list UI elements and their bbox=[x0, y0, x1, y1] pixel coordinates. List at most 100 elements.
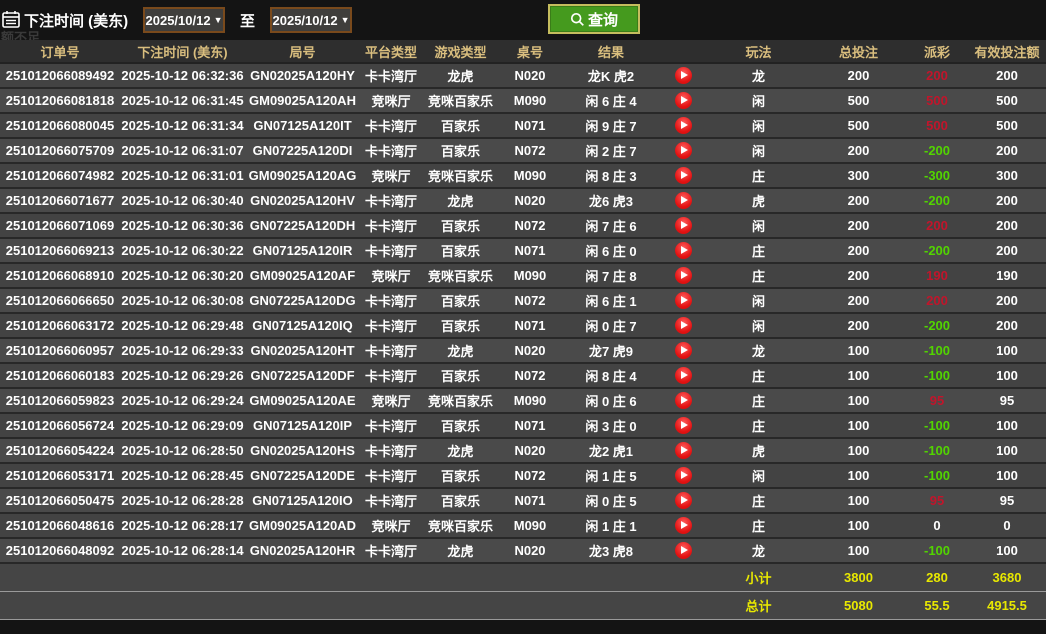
payout-cell: 0 bbox=[906, 513, 968, 539]
play-video-icon[interactable] bbox=[675, 92, 692, 110]
table-cell: N020 bbox=[499, 338, 561, 364]
play-video-icon[interactable] bbox=[675, 442, 692, 460]
play-video-icon[interactable] bbox=[675, 492, 692, 510]
valid-cell: 200 bbox=[968, 238, 1046, 264]
time-cell: 2025-10-12 06:30:08 bbox=[120, 288, 245, 314]
play-video-icon[interactable] bbox=[675, 417, 692, 435]
platform-cell: 卡卡湾厅 bbox=[360, 313, 422, 339]
round-cell: GN07125A120IT bbox=[245, 113, 360, 139]
page-title: 下注时间 (美东) bbox=[24, 13, 129, 30]
order-cell: 251012066071069 bbox=[0, 213, 120, 239]
play-video-icon[interactable] bbox=[675, 217, 692, 235]
play-video-icon[interactable] bbox=[675, 292, 692, 310]
round-cell: GN07225A120DG bbox=[245, 288, 360, 314]
total-spacer bbox=[0, 591, 706, 620]
date-to-picker[interactable]: 2025/10/12 ▼ bbox=[270, 7, 352, 33]
play-cell bbox=[661, 88, 706, 114]
result-cell: 闲 3 庄 0 bbox=[561, 413, 661, 439]
column-header-1: 下注时间 (美东) bbox=[120, 40, 245, 64]
play-video-icon[interactable] bbox=[675, 167, 692, 185]
game-cell: 百家乐 bbox=[422, 213, 499, 239]
play-video-icon[interactable] bbox=[675, 117, 692, 135]
payout-cell: 95 bbox=[906, 488, 968, 514]
total-total-bet: 5080 bbox=[811, 591, 906, 620]
subtotal-valid-bet: 3680 bbox=[968, 562, 1046, 592]
play-cell bbox=[661, 188, 706, 214]
subtotal-label: 小计 bbox=[706, 562, 811, 592]
payout-cell: 500 bbox=[906, 88, 968, 114]
round-cell: GN02025A120HV bbox=[245, 188, 360, 214]
play-cell bbox=[661, 413, 706, 439]
bet-cell: 闲 bbox=[706, 113, 811, 139]
play-video-icon[interactable] bbox=[675, 192, 692, 210]
game-cell: 竞咪百家乐 bbox=[422, 513, 499, 539]
total-cell: 100 bbox=[811, 388, 906, 414]
play-video-icon[interactable] bbox=[675, 342, 692, 360]
column-header-4: 游戏类型 bbox=[422, 40, 499, 64]
play-video-icon[interactable] bbox=[675, 542, 692, 560]
date-from-value: 2025/10/12 bbox=[145, 12, 211, 28]
dropdown-arrow-icon: ▼ bbox=[213, 15, 223, 25]
bet-cell: 庄 bbox=[706, 263, 811, 289]
table-row: 251012066060957 2025-10-12 06:29:33 GN0202… bbox=[0, 338, 1046, 364]
platform-cell: 卡卡湾厅 bbox=[360, 363, 422, 389]
table-cell: N071 bbox=[499, 413, 561, 439]
date-to-value: 2025/10/12 bbox=[272, 12, 338, 28]
valid-cell: 300 bbox=[968, 163, 1046, 189]
total-cell: 200 bbox=[811, 313, 906, 339]
play-video-icon[interactable] bbox=[675, 367, 692, 385]
order-cell: 251012066074982 bbox=[0, 163, 120, 189]
play-video-icon[interactable] bbox=[675, 67, 692, 85]
play-cell bbox=[661, 313, 706, 339]
total-cell: 500 bbox=[811, 113, 906, 139]
round-cell: GN02025A120HS bbox=[245, 438, 360, 464]
play-video-icon[interactable] bbox=[675, 142, 692, 160]
payout-cell: 500 bbox=[906, 113, 968, 139]
date-from-picker[interactable]: 2025/10/12 ▼ bbox=[143, 7, 225, 33]
platform-cell: 竞咪厅 bbox=[360, 263, 422, 289]
platform-cell: 卡卡湾厅 bbox=[360, 538, 422, 564]
valid-cell: 95 bbox=[968, 388, 1046, 414]
table-cell: N020 bbox=[499, 538, 561, 564]
to-label: 至 bbox=[240, 13, 256, 30]
time-cell: 2025-10-12 06:30:40 bbox=[120, 188, 245, 214]
play-video-icon[interactable] bbox=[675, 467, 692, 485]
result-cell: 闲 8 庄 3 bbox=[561, 163, 661, 189]
table-cell: M090 bbox=[499, 263, 561, 289]
query-button-label: 查询 bbox=[587, 11, 618, 29]
bet-cell: 庄 bbox=[706, 363, 811, 389]
platform-cell: 卡卡湾厅 bbox=[360, 463, 422, 489]
total-cell: 200 bbox=[811, 288, 906, 314]
table-cell: N072 bbox=[499, 213, 561, 239]
table-row: 251012066060183 2025-10-12 06:29:26 GN0722… bbox=[0, 363, 1046, 389]
order-cell: 251012066053171 bbox=[0, 463, 120, 489]
result-cell: 闲 7 庄 6 bbox=[561, 213, 661, 239]
total-cell: 100 bbox=[811, 538, 906, 564]
payout-cell: 200 bbox=[906, 288, 968, 314]
order-cell: 251012066071677 bbox=[0, 188, 120, 214]
table-row: 251012066050475 2025-10-12 06:28:28 GN0712… bbox=[0, 488, 1046, 514]
platform-cell: 卡卡湾厅 bbox=[360, 288, 422, 314]
platform-cell: 卡卡湾厅 bbox=[360, 63, 422, 89]
column-header-2: 局号 bbox=[245, 40, 360, 64]
platform-cell: 竞咪厅 bbox=[360, 388, 422, 414]
play-video-icon[interactable] bbox=[675, 317, 692, 335]
table-cell: M090 bbox=[499, 513, 561, 539]
play-video-icon[interactable] bbox=[675, 267, 692, 285]
result-cell: 闲 0 庄 6 bbox=[561, 388, 661, 414]
play-cell bbox=[661, 138, 706, 164]
table-cell: N071 bbox=[499, 238, 561, 264]
round-cell: GN07225A120DI bbox=[245, 138, 360, 164]
payout-cell: 95 bbox=[906, 388, 968, 414]
play-video-icon[interactable] bbox=[675, 392, 692, 410]
play-video-icon[interactable] bbox=[675, 242, 692, 260]
query-button[interactable]: 查询 bbox=[548, 4, 640, 34]
table-row: 251012066071677 2025-10-12 06:30:40 GN0202… bbox=[0, 188, 1046, 214]
play-video-icon[interactable] bbox=[675, 517, 692, 535]
total-cell: 100 bbox=[811, 363, 906, 389]
game-cell: 竞咪百家乐 bbox=[422, 388, 499, 414]
game-cell: 百家乐 bbox=[422, 488, 499, 514]
round-cell: GM09025A120AG bbox=[245, 163, 360, 189]
table-row: 251012066068910 2025-10-12 06:30:20 GM0902… bbox=[0, 263, 1046, 289]
order-cell: 251012066080045 bbox=[0, 113, 120, 139]
